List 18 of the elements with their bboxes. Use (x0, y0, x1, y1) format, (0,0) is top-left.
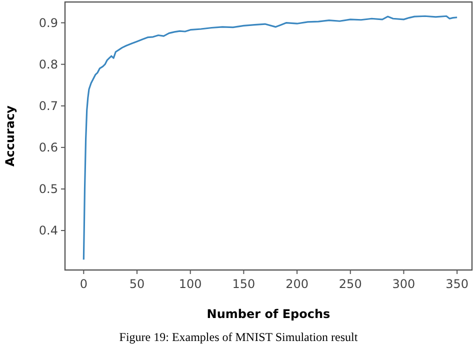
y-tick-label: 0.5 (38, 182, 58, 196)
x-tick-label: 300 (392, 277, 416, 291)
x-tick-label: 250 (338, 277, 362, 291)
y-tick-label: 0.7 (38, 99, 58, 114)
x-tick-label: 50 (129, 277, 145, 291)
x-tick-label: 150 (232, 277, 256, 291)
y-tick-label: 0.9 (38, 16, 58, 30)
y-tick-label: 0.6 (38, 140, 58, 155)
y-tick-label: 0.4 (38, 224, 58, 238)
y-tick-label: 0.8 (38, 58, 58, 72)
caption: Figure 19: Examples of MNIST Simulation result (119, 330, 358, 344)
x-tick-label: 200 (286, 277, 308, 291)
x-axis-title: Number of Epochs (206, 307, 330, 321)
line-series (82, 15, 458, 260)
x-tick-label: 100 (178, 277, 202, 291)
y-axis-title: Accuracy (3, 105, 17, 167)
x-tick-label: 0 (80, 277, 88, 291)
x-tick-label: 350 (446, 277, 469, 291)
